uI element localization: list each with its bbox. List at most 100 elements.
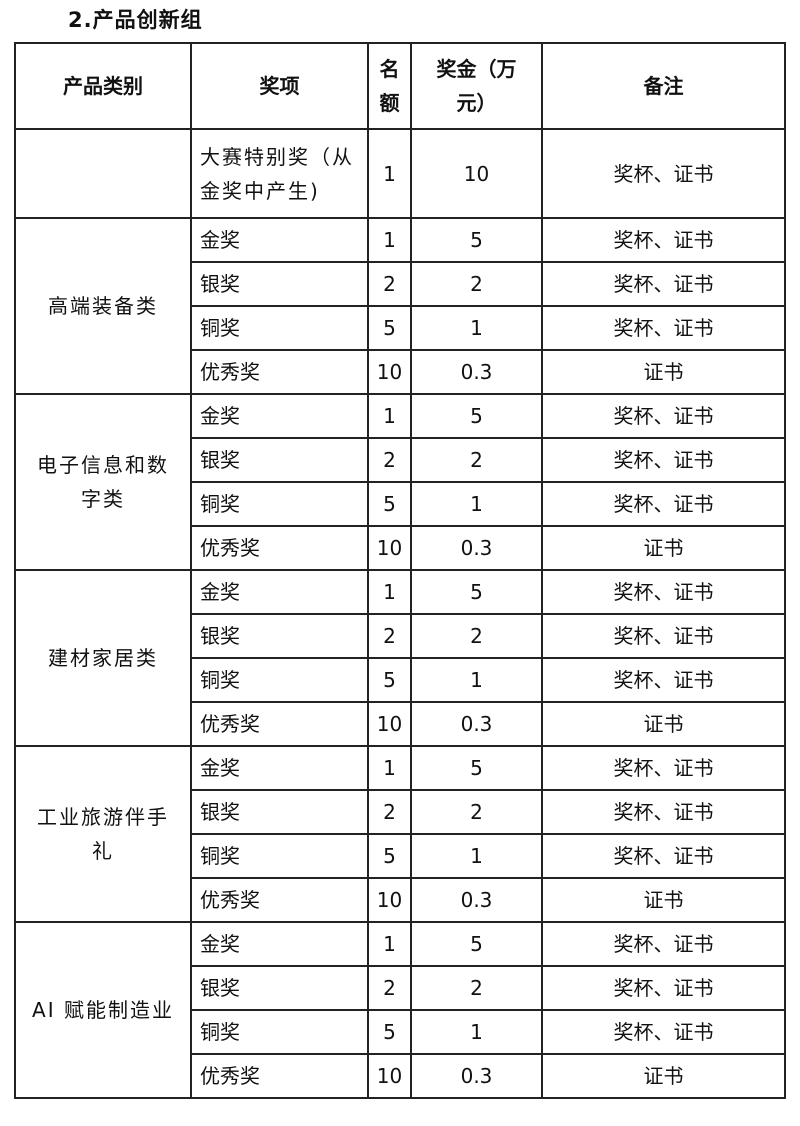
table-row: 高端装备类 金奖 1 5 奖杯、证书 [14, 217, 786, 395]
quota-cell: 10 [367, 877, 412, 923]
prize-cell: 5 [410, 393, 543, 439]
category-cell: 高端装备类 [14, 217, 192, 395]
award-table: 产品类别 奖项 名额 奖金（万元） 备注 大赛特别奖（从金奖中产生) 1 10 … [14, 42, 786, 1099]
header-quota: 名额 [367, 42, 412, 130]
prize-cell: 2 [410, 965, 543, 1011]
note-cell: 证书 [541, 877, 786, 923]
prize-cell: 5 [410, 217, 543, 263]
prize-cell: 1 [410, 305, 543, 351]
table-row: 铜奖 5 1 奖杯、证书 [15, 833, 786, 879]
prize-cell: 0.3 [410, 877, 543, 923]
quota-cell: 5 [367, 1009, 412, 1055]
table-row-special: 大赛特别奖（从金奖中产生) 1 10 奖杯、证书 [14, 128, 786, 219]
prize-cell: 0.3 [410, 349, 543, 395]
note-cell: 奖杯、证书 [541, 965, 786, 1011]
note-cell: 奖杯、证书 [541, 789, 786, 835]
note-cell: 奖杯、证书 [541, 613, 786, 659]
quota-cell: 2 [367, 965, 412, 1011]
award-cell: 铜奖 [190, 305, 369, 351]
prize-cell: 0.3 [410, 1053, 543, 1099]
header-note: 备注 [541, 42, 786, 130]
section-heading: 2.产品创新组 [68, 8, 203, 32]
quota-cell: 5 [367, 305, 412, 351]
prize-cell: 5 [410, 745, 543, 791]
quota-cell: 1 [367, 921, 412, 967]
prize-cell: 2 [410, 261, 543, 307]
award-cell: 金奖 [190, 745, 369, 791]
table-row: 建材家居类 金奖 1 5 奖杯、证书 [14, 569, 786, 747]
table-row: 银奖 2 2 奖杯、证书 [15, 613, 786, 659]
table-header-row: 产品类别 奖项 名额 奖金（万元） 备注 [14, 42, 786, 130]
prize-cell: 1 [410, 833, 543, 879]
award-cell: 优秀奖 [190, 1053, 369, 1099]
award-cell: 优秀奖 [190, 349, 369, 395]
table-row: 优秀奖 10 0.3 证书 [15, 877, 786, 923]
award-cell: 金奖 [190, 217, 369, 263]
table-row: 银奖 2 2 奖杯、证书 [15, 437, 786, 483]
award-cell: 铜奖 [190, 833, 369, 879]
table-row: 铜奖 5 1 奖杯、证书 [15, 305, 786, 351]
table-row: 铜奖 5 1 奖杯、证书 [15, 657, 786, 703]
table-row: 工业旅游伴手礼 金奖 1 5 奖杯、证书 [14, 745, 786, 923]
table-row: 电子信息和数字类 金奖 1 5 奖杯、证书 [14, 393, 786, 571]
quota-cell: 5 [367, 833, 412, 879]
category-cell: AI 赋能制造业 [14, 921, 192, 1099]
quota-cell: 10 [367, 525, 412, 571]
quota-cell: 1 [367, 128, 412, 219]
quota-cell: 1 [367, 217, 412, 263]
note-cell: 奖杯、证书 [541, 437, 786, 483]
award-cell: 优秀奖 [190, 701, 369, 747]
note-cell: 奖杯、证书 [541, 657, 786, 703]
note-cell: 证书 [541, 1053, 786, 1099]
note-cell: 证书 [541, 349, 786, 395]
note-cell: 奖杯、证书 [541, 921, 786, 967]
quota-cell: 1 [367, 393, 412, 439]
category-cell: 建材家居类 [14, 569, 192, 747]
quota-cell: 5 [367, 481, 412, 527]
note-cell: 奖杯、证书 [541, 128, 786, 219]
note-cell: 奖杯、证书 [541, 481, 786, 527]
table-row: 银奖 2 2 奖杯、证书 [15, 261, 786, 307]
table-row: 银奖 2 2 奖杯、证书 [15, 965, 786, 1011]
prize-cell: 2 [410, 789, 543, 835]
table-row: AI 赋能制造业 金奖 1 5 奖杯、证书 [14, 921, 786, 1099]
award-cell: 银奖 [190, 789, 369, 835]
award-cell: 金奖 [190, 569, 369, 615]
prize-cell: 1 [410, 481, 543, 527]
table-row: 优秀奖 10 0.3 证书 [15, 701, 786, 747]
table-row: 优秀奖 10 0.3 证书 [15, 1053, 786, 1099]
quota-cell: 1 [367, 745, 412, 791]
prize-cell: 2 [410, 437, 543, 483]
prize-cell: 0.3 [410, 701, 543, 747]
category-cell [14, 128, 192, 219]
quota-cell: 2 [367, 613, 412, 659]
note-cell: 证书 [541, 701, 786, 747]
header-award: 奖项 [190, 42, 369, 130]
prize-cell: 10 [410, 128, 543, 219]
quota-cell: 2 [367, 437, 412, 483]
note-cell: 奖杯、证书 [541, 217, 786, 263]
note-cell: 奖杯、证书 [541, 393, 786, 439]
header-prize: 奖金（万元） [410, 42, 543, 130]
quota-cell: 2 [367, 789, 412, 835]
prize-cell: 0.3 [410, 525, 543, 571]
note-cell: 奖杯、证书 [541, 305, 786, 351]
note-cell: 奖杯、证书 [541, 833, 786, 879]
category-cell: 电子信息和数字类 [14, 393, 192, 571]
award-cell: 大赛特别奖（从金奖中产生) [190, 128, 369, 219]
award-cell: 金奖 [190, 921, 369, 967]
prize-cell: 1 [410, 657, 543, 703]
award-cell: 铜奖 [190, 481, 369, 527]
quota-cell: 2 [367, 261, 412, 307]
table-row: 银奖 2 2 奖杯、证书 [15, 789, 786, 835]
award-cell: 银奖 [190, 437, 369, 483]
header-category: 产品类别 [14, 42, 192, 130]
award-cell: 银奖 [190, 613, 369, 659]
quota-cell: 1 [367, 569, 412, 615]
award-cell: 铜奖 [190, 657, 369, 703]
award-cell: 银奖 [190, 965, 369, 1011]
note-cell: 奖杯、证书 [541, 261, 786, 307]
note-cell: 奖杯、证书 [541, 1009, 786, 1055]
note-cell: 奖杯、证书 [541, 569, 786, 615]
award-cell: 优秀奖 [190, 525, 369, 571]
